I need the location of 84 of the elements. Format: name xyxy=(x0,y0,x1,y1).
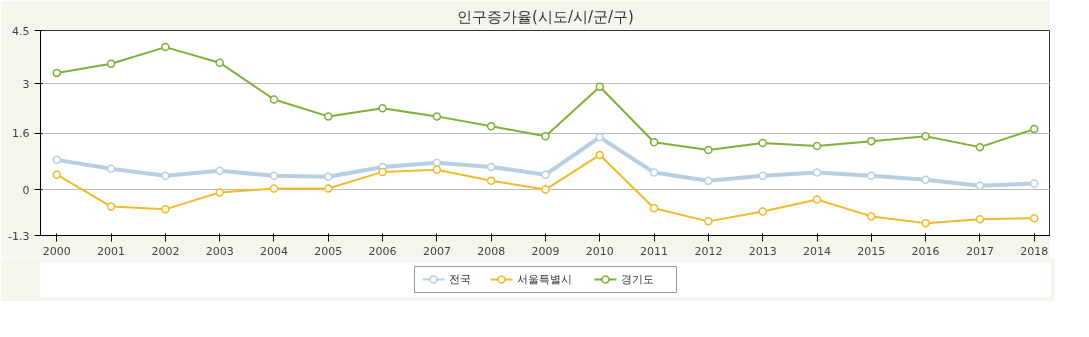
y-tick-label: 3 xyxy=(22,77,30,91)
point xyxy=(269,171,279,181)
point xyxy=(812,168,822,177)
point xyxy=(106,202,116,211)
point xyxy=(52,170,62,179)
y-tick-label: 1.6 xyxy=(12,127,30,140)
point xyxy=(486,122,496,131)
chart-title: 인구증가율(시도/시/군/구) xyxy=(457,7,634,26)
x-tick-label: 2002 xyxy=(151,244,180,258)
point xyxy=(649,137,659,147)
legend-label: 서울특별시 xyxy=(516,273,572,286)
point xyxy=(595,133,605,142)
point xyxy=(215,58,224,67)
point xyxy=(975,142,985,152)
point xyxy=(867,136,876,146)
point xyxy=(215,188,224,197)
point xyxy=(161,171,170,181)
point xyxy=(378,104,387,113)
x-tick-label: 2004 xyxy=(260,244,288,258)
x-tick-label: 2012 xyxy=(694,244,723,258)
x-tick-label: 2011 xyxy=(640,244,669,258)
point xyxy=(106,59,116,68)
point xyxy=(269,184,279,193)
point xyxy=(486,176,496,185)
y-tick-label: 4.5 xyxy=(12,24,30,38)
point xyxy=(269,95,279,104)
x-tick-label: 2010 xyxy=(585,244,614,258)
x-tick-label: 2016 xyxy=(911,244,940,258)
point xyxy=(812,141,822,151)
x-tick-label: 2008 xyxy=(477,244,506,258)
point xyxy=(704,145,713,155)
point xyxy=(106,164,116,173)
point xyxy=(432,165,442,174)
point xyxy=(1029,179,1039,188)
point xyxy=(1029,124,1039,134)
point xyxy=(595,82,605,91)
point xyxy=(812,195,822,204)
point xyxy=(324,184,333,193)
point xyxy=(161,42,170,52)
x-tick-label: 2001 xyxy=(97,244,126,258)
x-tick-label: 2003 xyxy=(205,244,234,258)
point xyxy=(649,204,659,213)
y-tick-label: 0 xyxy=(22,183,30,197)
point xyxy=(758,171,767,181)
x-tick-label: 2017 xyxy=(965,244,994,258)
x-tick-label: 2000 xyxy=(42,244,71,258)
point xyxy=(486,162,496,172)
point xyxy=(324,112,333,121)
point xyxy=(432,112,442,121)
point xyxy=(758,138,767,148)
x-tick-label: 2013 xyxy=(748,244,777,258)
x-tick-label: 2015 xyxy=(857,244,886,258)
legend-label: 전국 xyxy=(448,273,471,286)
point xyxy=(595,150,605,160)
point xyxy=(921,131,930,141)
point xyxy=(704,217,713,226)
y-tick-label: -1.3 xyxy=(8,229,30,243)
point xyxy=(975,215,985,224)
point xyxy=(541,131,550,141)
x-tick-label: 2005 xyxy=(314,244,343,258)
point xyxy=(867,171,876,181)
x-tick-label: 2006 xyxy=(368,244,397,258)
point xyxy=(161,205,170,214)
x-tick-label: 2009 xyxy=(531,244,560,258)
point xyxy=(378,167,387,177)
point xyxy=(704,176,713,185)
point xyxy=(432,158,442,167)
point xyxy=(52,68,62,78)
point xyxy=(215,166,224,176)
x-tick-label: 2007 xyxy=(422,244,451,258)
point xyxy=(52,155,62,165)
point xyxy=(324,172,333,182)
point xyxy=(758,207,767,216)
point xyxy=(921,218,930,228)
point xyxy=(541,185,550,194)
point xyxy=(867,212,876,221)
point xyxy=(1029,213,1039,223)
point xyxy=(649,168,659,177)
x-tick-label: 2018 xyxy=(1020,244,1049,258)
legend-label: 경기도 xyxy=(620,273,654,286)
point xyxy=(541,170,550,179)
x-tick-label: 2014 xyxy=(803,244,832,258)
point xyxy=(975,181,985,190)
point xyxy=(921,175,930,184)
